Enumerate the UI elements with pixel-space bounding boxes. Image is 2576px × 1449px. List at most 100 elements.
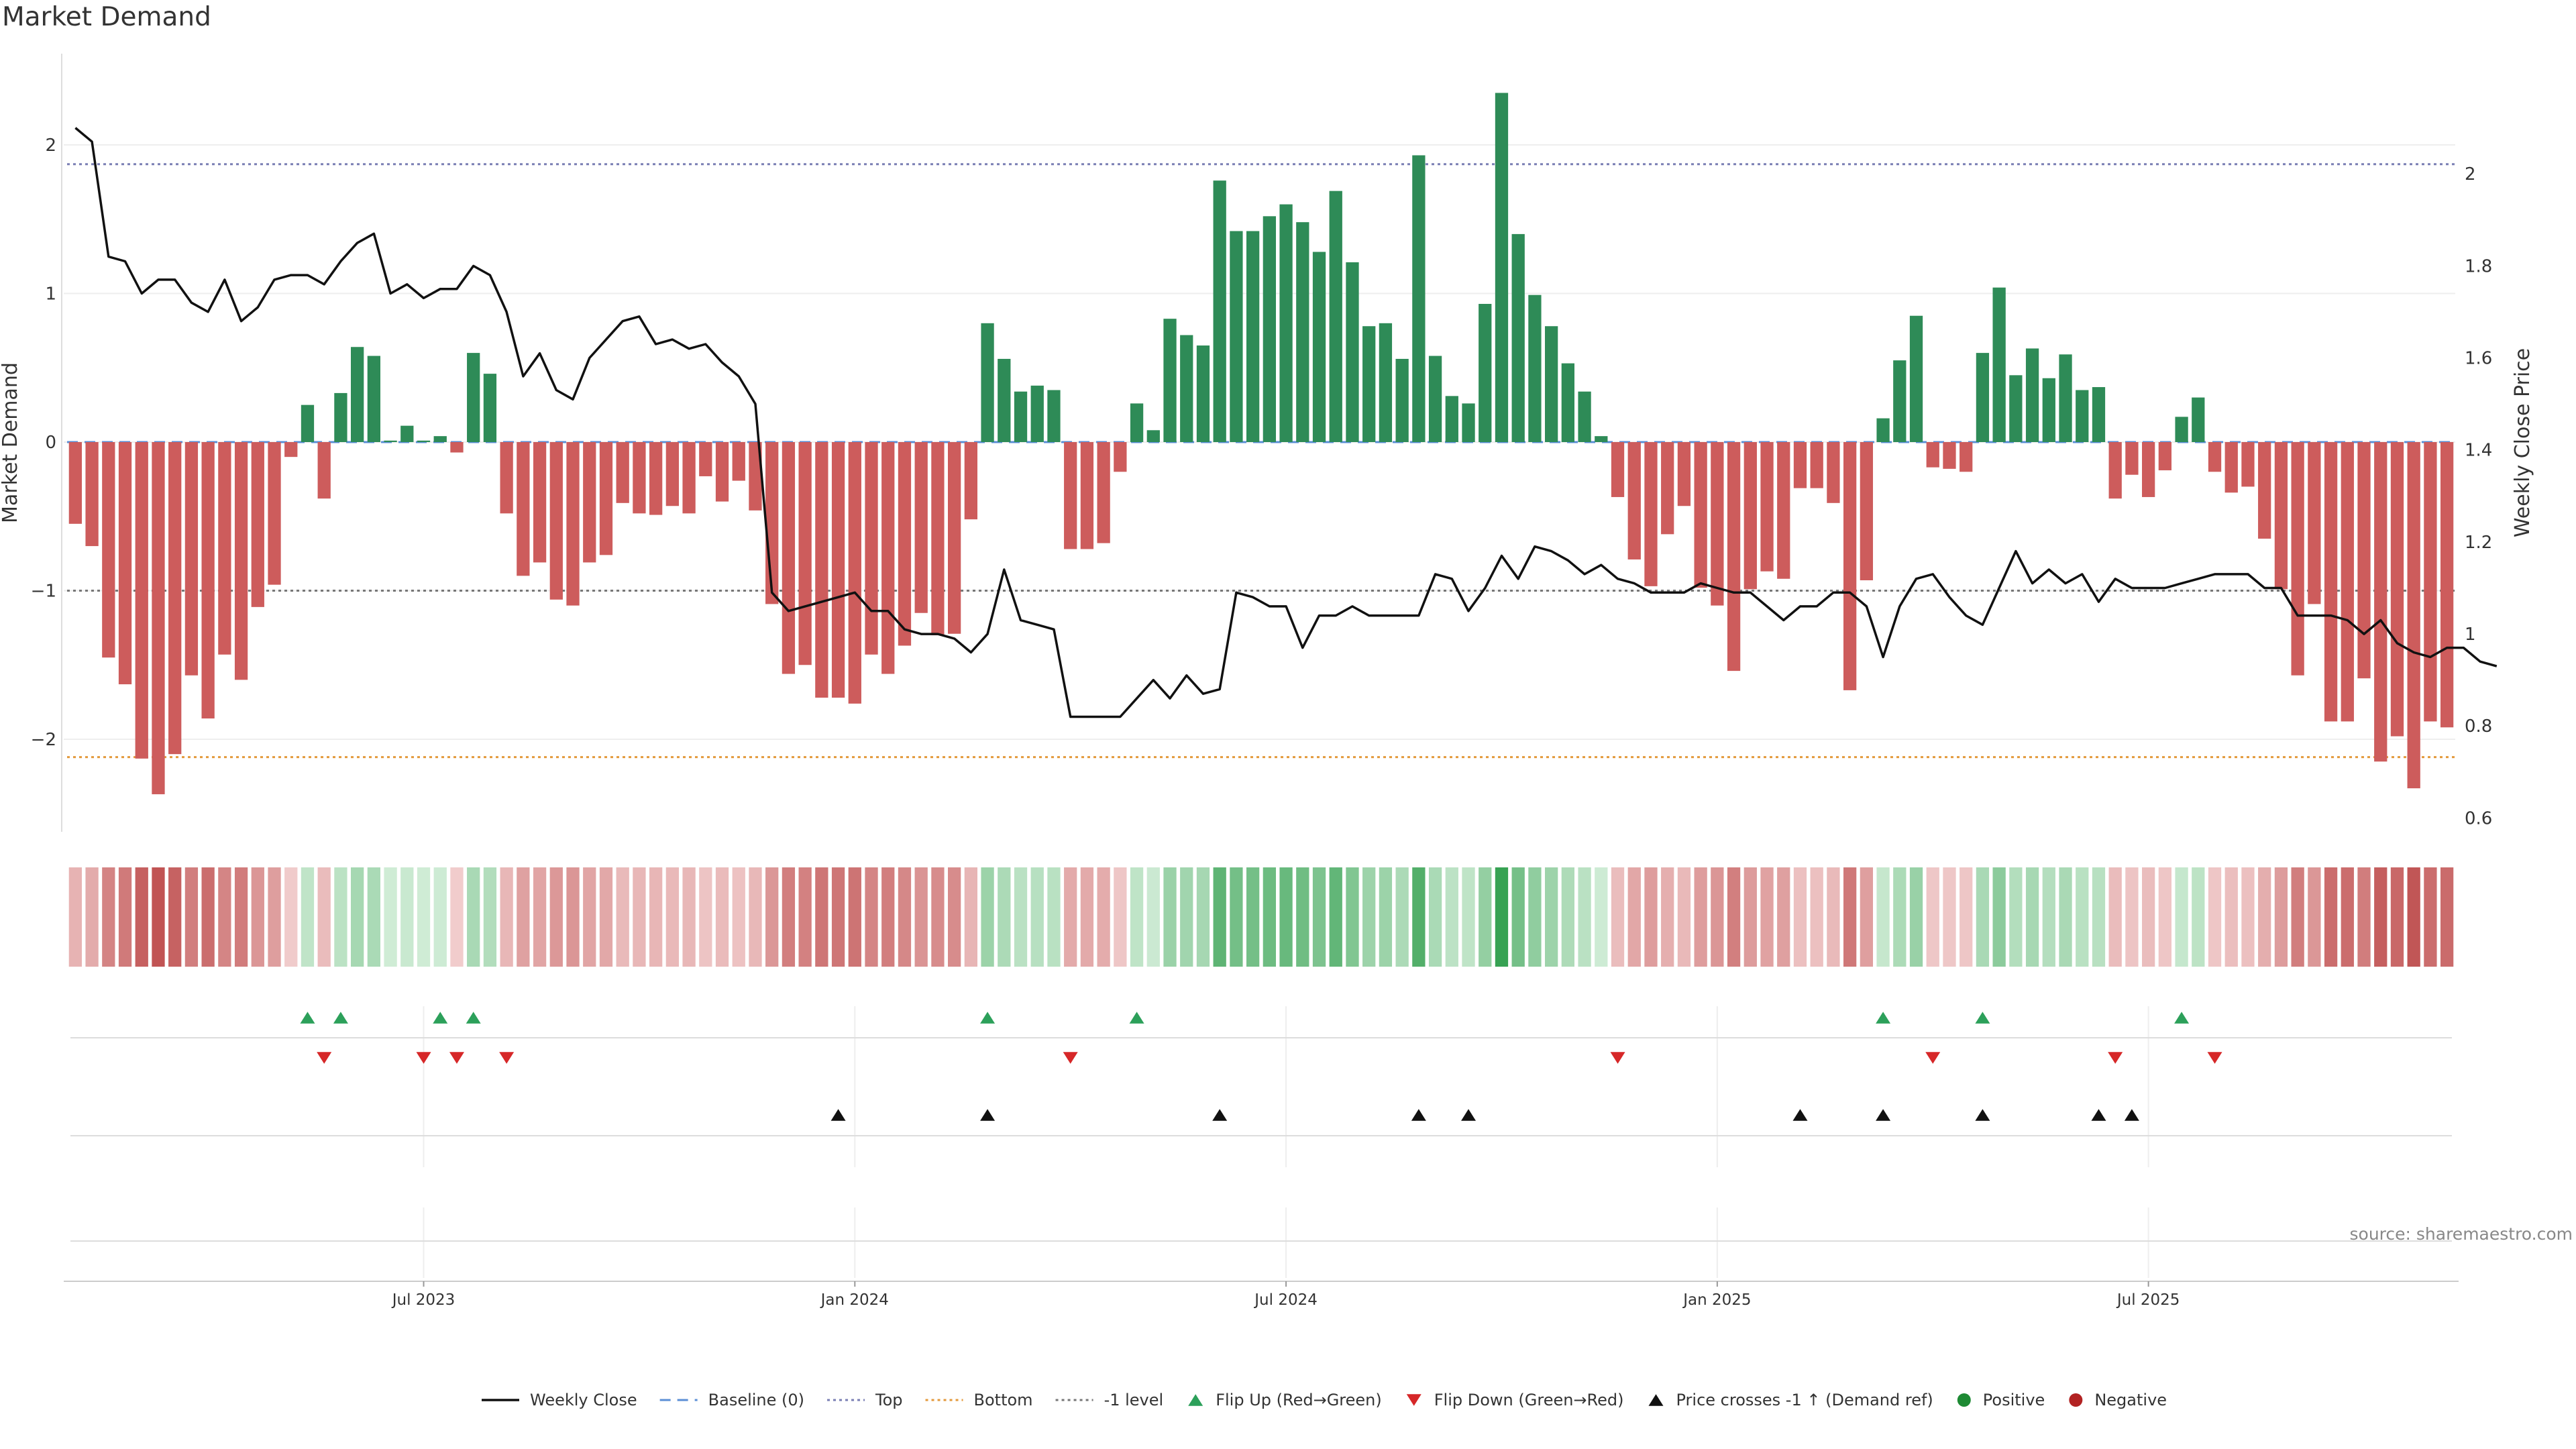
heat-cell [1362,867,1376,967]
heat-cell [1213,867,1226,967]
demand-bar [2390,442,2404,737]
heat-cell [135,867,148,967]
heat-cell [848,867,861,967]
heat-cell [2175,867,2188,967]
heat-cell [1180,867,1193,967]
demand-bar [831,442,845,698]
demand-bar [68,442,83,524]
demand-heat-strip [68,867,2454,967]
x-tick-label: Jul 2025 [2116,1291,2180,1309]
legend-swatch [1648,1394,1664,1406]
demand-bar [2158,442,2172,471]
heat-cell [1445,867,1458,967]
heat-cell [1511,867,1525,967]
demand-bar [682,442,696,514]
heat-cell [749,867,762,967]
demand-bar [1943,442,1956,469]
heat-cell [517,867,530,967]
left-axis-label: Market Demand [0,362,22,523]
heat-cell [2324,867,2338,967]
heat-cell [218,867,231,967]
heat-cell [85,867,99,967]
heat-cell [301,867,315,967]
demand-bar [184,442,199,676]
demand-bar [1960,442,1973,472]
x-tick-label: Jan 2025 [1682,1291,1751,1309]
demand-bar [2440,442,2454,728]
legend-label: Bottom [974,1391,1033,1409]
legend-swatch [1188,1394,1203,1406]
x-tick-label: Jul 2024 [1253,1291,1318,1309]
demand-bar [1030,385,1044,442]
demand-bar [2324,442,2338,722]
heat-cell [914,867,928,967]
demand-bar [500,442,513,514]
demand-bar [1760,442,1774,572]
demand-bar [1097,442,1110,543]
x-axis: Jul 2023 Jan 2024 Jul 2024 Jan 2025 Jul 2025 [64,1281,2459,1309]
demand-bar [2308,442,2321,604]
heat-cell [1943,867,1956,967]
demand-bar [1627,442,1641,559]
heat-cell [566,867,580,967]
heat-cell [2158,867,2172,967]
demand-bar [1064,442,1077,549]
heat-cell [633,867,646,967]
heat-cell [1992,867,2006,967]
heat-cell [583,867,596,967]
demand-bar [251,442,264,607]
heat-cell [1727,867,1741,967]
demand-bar [1644,442,1658,586]
legend-swatch [1957,1393,1971,1407]
demand-bar [450,442,464,453]
demand-bar [301,405,315,442]
flip-markers-panel [70,1006,2452,1167]
demand-bar [2076,390,2089,442]
heat-cell [467,867,480,967]
heat-cell [168,867,182,967]
demand-bar [1661,442,1674,535]
flip-down-marker [1925,1052,1941,1064]
demand-bar [2374,442,2387,762]
right-tick-label: 2 [2465,164,2476,184]
price-cross-marker [1876,1109,1891,1121]
price-cross-marker [1461,1109,1477,1121]
heat-cell [1064,867,1077,967]
heat-cell [2025,867,2039,967]
heat-cell [2390,867,2404,967]
demand-bar [2357,442,2371,679]
demand-bar [1130,403,1144,442]
heat-cell [881,867,895,967]
demand-bar [102,442,115,658]
heat-cell [284,867,298,967]
demand-bar [1743,442,1757,590]
demand-bar [168,442,182,755]
legend-item: -1 level [1055,1391,1163,1409]
demand-bar [2407,442,2420,789]
heat-cell [2308,867,2321,967]
demand-bar [1346,262,1359,442]
heat-cell [715,867,729,967]
demand-bar [2125,442,2139,475]
demand-bar [947,442,961,634]
demand-bar [2208,442,2222,472]
heat-cell [1395,867,1409,967]
right-tick-label: 0.8 [2465,716,2492,737]
right-tick-label: 1.2 [2465,533,2492,553]
flip-down-marker [1063,1052,1078,1064]
heat-cell [665,867,680,967]
heat-cell [2258,867,2271,967]
flip-down-marker [317,1052,332,1064]
demand-bar [1312,252,1326,442]
demand-bar [931,442,945,635]
price-cross-marker [980,1109,996,1121]
heat-cell [118,867,132,967]
heat-cell [2424,867,2437,967]
heat-cell [1595,867,1608,967]
heat-cell [2374,867,2387,967]
demand-bar [1495,93,1509,443]
heat-cell [2224,867,2238,967]
demand-bar [848,442,861,704]
demand-bar [998,358,1011,442]
price-cross-marker [1212,1109,1228,1121]
